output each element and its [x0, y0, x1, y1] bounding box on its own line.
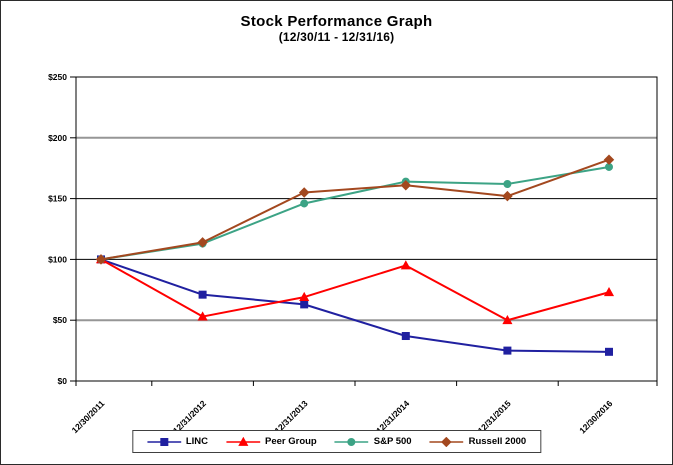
x-tick-label: 12/30/2011	[70, 398, 107, 435]
marker-square	[159, 437, 168, 446]
x-axis: 12/30/2011 12/31/2012 12/31/2013 12/31/2014…	[70, 381, 658, 435]
marker-diamond	[298, 187, 310, 198]
marker-circle	[503, 180, 512, 189]
marker-square	[401, 332, 410, 341]
legend: LINC Peer Group S&P 500 Russell 2000	[131, 430, 542, 453]
marker-square	[198, 290, 207, 299]
marker-triangle	[400, 260, 411, 270]
legend-marker-circle-icon	[334, 437, 369, 446]
marker-square	[605, 347, 613, 356]
plot-border	[75, 76, 658, 382]
marker-triangle	[502, 314, 513, 325]
legend-label: Peer Group	[264, 436, 317, 447]
legend-label: LINC	[185, 436, 208, 447]
marker-circle	[300, 199, 309, 208]
chart-title: Stock Performance Graph	[240, 13, 433, 30]
legend-marker-diamond-icon	[429, 436, 464, 447]
legend-item-peer-group: Peer Group	[225, 436, 317, 447]
marker-circle	[347, 437, 356, 446]
series-peer-group	[95, 254, 615, 325]
legend-item-linc: LINC	[146, 436, 208, 447]
series-line	[100, 158, 610, 261]
y-tick-label: $0	[58, 376, 68, 386]
legend-label: S&P 500	[373, 436, 412, 447]
y-tick-label: $150	[48, 194, 67, 204]
marker-square	[503, 346, 512, 355]
marker-diamond	[441, 436, 452, 447]
marker-diamond	[502, 190, 513, 202]
legend-item-s-p-500: S&P 500	[334, 436, 412, 447]
marker-diamond	[197, 237, 208, 248]
legend-item-russell-2000: Russell 2000	[429, 436, 527, 447]
marker-diamond	[95, 254, 107, 265]
series-line	[100, 258, 610, 322]
series-russell-2000	[95, 154, 615, 265]
series-line	[100, 258, 610, 353]
marker-diamond	[603, 154, 615, 165]
marker-square	[300, 300, 309, 309]
series-line	[100, 165, 610, 261]
y-tick-label: $200	[48, 133, 67, 143]
y-axis: $0 $50 $100 $150 $200 $250	[48, 72, 76, 386]
chart-subtitle: (12/30/11 - 12/31/16)	[278, 30, 395, 44]
marker-triangle	[237, 436, 249, 446]
legend-marker-triangle-icon	[225, 436, 260, 446]
marker-triangle	[197, 311, 208, 321]
gridlines	[76, 136, 657, 322]
legend-marker-square-icon	[146, 437, 181, 446]
y-tick-label: $100	[48, 254, 67, 264]
x-tick-label: 12/30/2016	[577, 398, 614, 435]
marker-triangle	[603, 286, 615, 297]
y-tick-label: $50	[53, 315, 67, 325]
marker-diamond	[400, 179, 412, 191]
series-linc	[97, 255, 613, 356]
y-tick-label: $250	[48, 72, 67, 82]
legend-label: Russell 2000	[468, 436, 527, 447]
marker-triangle	[299, 291, 310, 301]
